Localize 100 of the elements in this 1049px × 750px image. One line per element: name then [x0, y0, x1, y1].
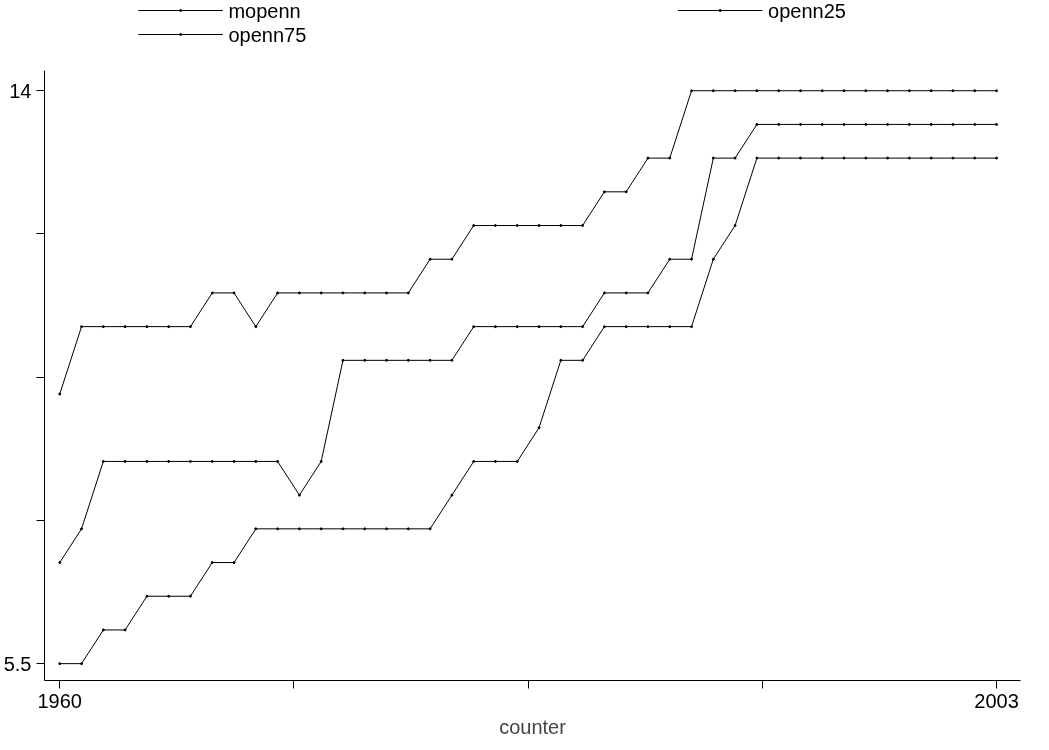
legend-label: mopenn — [228, 0, 301, 22]
point — [907, 122, 911, 126]
point — [188, 325, 192, 329]
point — [319, 459, 323, 463]
point — [363, 527, 367, 531]
point — [472, 224, 476, 228]
point — [123, 459, 127, 463]
point — [319, 291, 323, 295]
point — [145, 325, 149, 329]
point — [602, 325, 606, 329]
point — [232, 291, 236, 295]
x-tick-label: 2003 — [974, 689, 1019, 712]
point — [80, 662, 84, 666]
point — [101, 628, 105, 632]
point — [973, 122, 977, 126]
point — [581, 224, 585, 228]
point — [297, 493, 301, 497]
point — [537, 426, 541, 430]
y-tick-label: 5.5 — [3, 652, 32, 675]
point — [929, 89, 933, 93]
point — [581, 325, 585, 329]
point — [733, 89, 737, 93]
point — [537, 325, 541, 329]
point — [842, 89, 846, 93]
point — [559, 325, 563, 329]
point — [668, 325, 672, 329]
point — [929, 122, 933, 126]
point — [123, 325, 127, 329]
point — [515, 325, 519, 329]
point — [385, 527, 389, 531]
point — [363, 291, 367, 295]
point — [341, 527, 345, 531]
point — [210, 291, 214, 295]
point — [646, 325, 650, 329]
point — [951, 89, 955, 93]
point — [559, 224, 563, 228]
point — [798, 89, 802, 93]
point — [167, 459, 171, 463]
legend-label: openn75 — [228, 23, 307, 46]
point — [690, 257, 694, 261]
point — [690, 89, 694, 93]
point — [254, 325, 258, 329]
point — [145, 459, 149, 463]
x-tick-label: 1960 — [37, 689, 82, 712]
point — [711, 89, 715, 93]
point — [777, 122, 781, 126]
point — [842, 122, 846, 126]
point — [493, 459, 497, 463]
point — [297, 291, 301, 295]
point — [646, 291, 650, 295]
point — [951, 122, 955, 126]
point — [755, 122, 759, 126]
point — [820, 89, 824, 93]
point — [755, 89, 759, 93]
point — [973, 89, 977, 93]
point — [602, 291, 606, 295]
point — [276, 527, 280, 531]
point — [515, 224, 519, 228]
point — [341, 291, 345, 295]
point — [537, 224, 541, 228]
point — [167, 325, 171, 329]
point — [472, 459, 476, 463]
point — [428, 257, 432, 261]
point — [428, 527, 432, 531]
point — [515, 459, 519, 463]
point — [995, 89, 999, 93]
point — [493, 325, 497, 329]
point — [493, 224, 497, 228]
point — [188, 459, 192, 463]
point — [406, 291, 410, 295]
point — [232, 459, 236, 463]
point — [123, 628, 127, 632]
point — [101, 459, 105, 463]
point — [711, 257, 715, 261]
point — [58, 662, 62, 666]
point — [864, 122, 868, 126]
point — [624, 325, 628, 329]
x-axis-title: counter — [499, 715, 567, 738]
point — [101, 325, 105, 329]
point — [624, 291, 628, 295]
point — [254, 459, 258, 463]
point — [319, 527, 323, 531]
point — [254, 527, 258, 531]
point — [798, 122, 802, 126]
point — [907, 89, 911, 93]
point — [450, 257, 454, 261]
point — [886, 122, 890, 126]
point — [80, 527, 84, 531]
point — [297, 527, 301, 531]
point — [276, 291, 280, 295]
point — [690, 325, 694, 329]
point — [668, 257, 672, 261]
point — [276, 459, 280, 463]
point — [210, 459, 214, 463]
point — [472, 325, 476, 329]
point — [406, 527, 410, 531]
point — [864, 89, 868, 93]
y-tick-label: 14 — [9, 79, 32, 102]
point — [820, 122, 824, 126]
point — [777, 89, 781, 93]
